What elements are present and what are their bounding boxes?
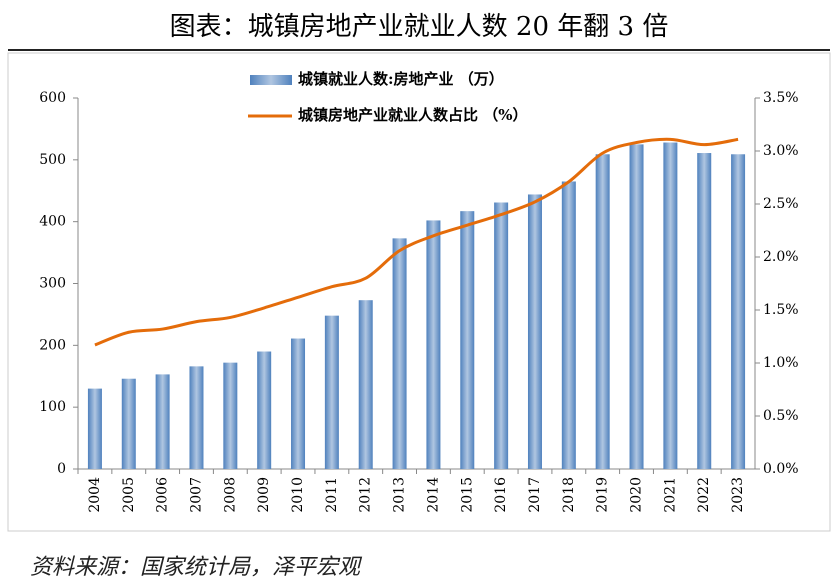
x-tick-label: 2012 — [358, 477, 374, 513]
y-tick-label: 0 — [57, 461, 66, 477]
x-tick-label: 2018 — [561, 477, 577, 513]
x-tick-label: 2016 — [493, 477, 509, 513]
x-tick-label: 2015 — [459, 477, 475, 513]
bar — [324, 315, 339, 469]
legend-swatch — [250, 75, 292, 85]
bar — [223, 362, 238, 469]
x-tick-label: 2010 — [290, 477, 306, 513]
y-tick-label: 300 — [39, 276, 66, 292]
bar — [561, 181, 576, 469]
y2-tick-label: 0.5% — [763, 408, 799, 424]
y2-tick-label: 2.5% — [763, 196, 799, 212]
chart-title: 图表：城镇房地产业就业人数 20 年翻 3 倍 — [170, 12, 669, 42]
bar — [189, 366, 204, 469]
legend-label: 城镇就业人数:房地产业 （万） — [298, 70, 504, 88]
x-tick-label: 2021 — [662, 477, 678, 513]
x-tick-label: 2007 — [188, 477, 204, 513]
line — [94, 137, 739, 347]
x-tick-label: 2008 — [222, 477, 238, 513]
bar — [358, 300, 373, 469]
x-tick-label: 2006 — [155, 477, 171, 513]
bar — [392, 238, 407, 469]
x-tick-label: 2019 — [595, 477, 611, 513]
bar — [426, 220, 441, 469]
bar — [494, 202, 509, 469]
y2-tick-label: 0.0% — [763, 461, 799, 477]
y-tick-label: 600 — [39, 90, 66, 106]
bar — [629, 144, 644, 469]
x-tick-label: 2020 — [629, 477, 645, 513]
y2-tick-label: 2.0% — [763, 249, 799, 265]
bar — [87, 388, 102, 469]
legend-label: 城镇房地产业就业人数占比 （%） — [298, 106, 527, 124]
x-tick-label: 2013 — [392, 477, 408, 513]
bar — [731, 154, 746, 470]
y2-tick-label: 1.5% — [763, 302, 799, 318]
bar — [527, 194, 542, 469]
bar — [155, 374, 170, 469]
bar — [291, 338, 306, 469]
bar — [595, 154, 610, 470]
source: 资料来源：国家统计局，泽平宏观 — [30, 555, 363, 580]
bar — [460, 211, 475, 469]
x-tick-label: 2014 — [425, 477, 441, 513]
y-tick-label: 100 — [39, 399, 66, 415]
x-tick-label: 2009 — [256, 477, 272, 513]
x-tick-label: 2005 — [121, 477, 137, 513]
y2-tick-label: 3.5% — [763, 90, 799, 106]
x-tick-label: 2004 — [87, 477, 103, 513]
bar — [663, 142, 678, 469]
chart-frame — [7, 52, 831, 532]
y2-tick-label: 3.0% — [763, 143, 799, 159]
y-tick-label: 500 — [39, 152, 66, 168]
x-tick-label: 2017 — [527, 477, 543, 513]
bar — [257, 351, 272, 469]
x-tick-label: 2022 — [696, 477, 712, 513]
bar — [697, 153, 712, 469]
x-tick-label: 2023 — [730, 477, 746, 513]
bar — [121, 378, 136, 469]
x-tick-label: 2011 — [324, 477, 340, 513]
y-tick-label: 400 — [39, 214, 66, 230]
y2-tick-label: 1.0% — [763, 355, 799, 371]
y-tick-label: 200 — [39, 337, 66, 353]
